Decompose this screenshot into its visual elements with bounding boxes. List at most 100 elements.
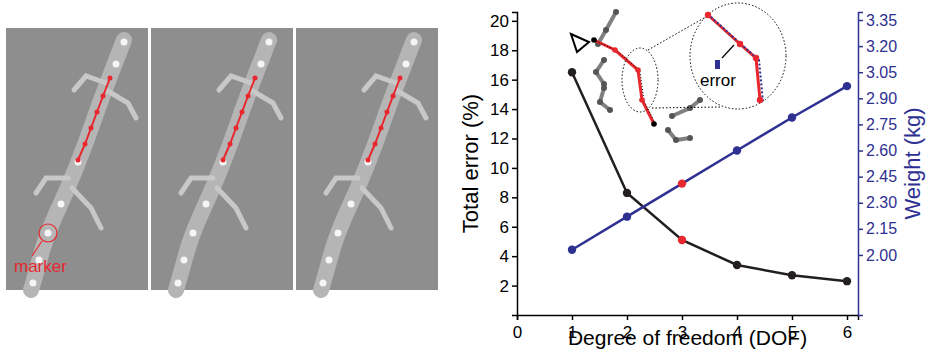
inset-chain-joint [612, 47, 618, 53]
error-arrow [722, 45, 734, 58]
marker-label: marker [14, 257, 67, 276]
y-tick: 14 [490, 100, 517, 119]
white-marker [190, 230, 197, 237]
x-tick: 0 [513, 315, 522, 342]
y2-tick-label: 2.45 [866, 168, 897, 185]
y-tick: 16 [490, 71, 517, 90]
x-axis-title: Degree of freedom (DOF) [568, 326, 807, 349]
y2-axis: 2.002.152.302.452.602.752.903.053.203.35 [858, 12, 897, 316]
white-marker [203, 201, 210, 208]
photo-panel: marker [6, 28, 148, 290]
y2-tick: 2.15 [858, 220, 897, 237]
spine-marker [83, 142, 88, 147]
y2-tick: 2.00 [858, 247, 897, 264]
marker-leader [32, 241, 42, 256]
x-tick-mark [847, 315, 849, 320]
y-tick-label: 10 [490, 159, 509, 178]
marker-highlight [39, 224, 57, 242]
y2-tick-label: 3.05 [866, 64, 897, 81]
series-point [623, 212, 631, 220]
spine-marker [108, 76, 113, 81]
spine-line [368, 78, 400, 160]
zoom-ellipse-small [622, 48, 658, 112]
y2-tick: 3.05 [858, 64, 897, 81]
y-axis-title: Total error (%) [458, 94, 483, 233]
series-point [623, 189, 631, 197]
y-tick-label: 18 [490, 41, 509, 60]
inset-joint [687, 105, 693, 111]
spine-marker [246, 94, 251, 99]
zoom-chain-joint [737, 41, 743, 47]
y2-tick-label: 2.30 [866, 194, 897, 211]
y2-tick: 2.45 [858, 168, 897, 185]
inset-joint [687, 135, 693, 141]
y2-tick-mark [858, 229, 863, 231]
y-tick-mark [512, 285, 517, 287]
y2-tick-mark [858, 20, 863, 22]
photo-background [296, 28, 438, 290]
spine-marker [234, 126, 239, 131]
spine-marker [221, 158, 226, 163]
y2-tick-label: 2.15 [866, 220, 897, 237]
inset-joint [607, 107, 613, 113]
y2-tick: 3.20 [858, 38, 897, 55]
plot-area [568, 68, 851, 285]
y-tick-mark [512, 79, 517, 81]
y-axis: 2468101214161820 [490, 12, 517, 316]
y2-tick: 2.30 [858, 194, 897, 211]
y-tick-label: 16 [490, 71, 509, 90]
gecko-leg [72, 188, 101, 228]
y-tick: 10 [490, 159, 517, 178]
series-point [733, 146, 741, 154]
gecko-leg [36, 178, 68, 193]
inset-joint [673, 137, 679, 143]
series-point [788, 271, 796, 279]
y2-tick: 2.75 [858, 116, 897, 133]
y-tick-mark [512, 138, 517, 140]
white-marker [348, 201, 355, 208]
spine-marker [385, 110, 390, 115]
y2-tick-mark [858, 124, 863, 126]
y-tick: 12 [490, 129, 517, 148]
gecko-leg [251, 90, 281, 118]
inset: error [571, 3, 786, 143]
zoom-connector [648, 18, 704, 50]
y-tick-label: 6 [500, 218, 509, 237]
y2-tick-mark [858, 46, 863, 48]
white-marker [320, 280, 327, 287]
white-marker [175, 280, 182, 287]
inset-joint [597, 99, 603, 105]
white-marker [258, 61, 265, 68]
y-tick-label: 20 [490, 12, 509, 31]
gecko-body [31, 40, 124, 290]
gecko-leg [362, 188, 391, 228]
spine-marker [373, 142, 378, 147]
inset-limb [600, 88, 610, 110]
x-tick-mark [682, 315, 684, 320]
series-point [568, 246, 576, 254]
series-point [843, 82, 851, 90]
white-marker [58, 201, 65, 208]
inset-true-spine [596, 41, 656, 125]
error-swatch [715, 60, 720, 69]
figure: marker012345624681012141618202.002.152.3… [0, 0, 928, 352]
white-marker [181, 257, 188, 264]
y-tick: 18 [490, 41, 517, 60]
y2-tick-label: 2.75 [866, 116, 897, 133]
inset-chain-joint [651, 121, 657, 127]
inset-joint [601, 85, 607, 91]
white-marker [113, 61, 120, 68]
series-point [843, 277, 851, 285]
gecko-leg [181, 178, 213, 193]
gecko-leg [217, 188, 246, 228]
y-tick-label: 8 [500, 188, 509, 207]
y-tick-mark [512, 50, 517, 52]
photo-background [6, 28, 148, 290]
y-tick-label: 4 [500, 247, 509, 266]
inset-joint [601, 57, 607, 63]
white-marker [45, 230, 52, 237]
y2-tick-label: 2.60 [866, 142, 897, 159]
series-point [568, 68, 576, 76]
y2-tick-mark [858, 98, 863, 100]
y2-tick-label: 3.35 [866, 12, 897, 29]
